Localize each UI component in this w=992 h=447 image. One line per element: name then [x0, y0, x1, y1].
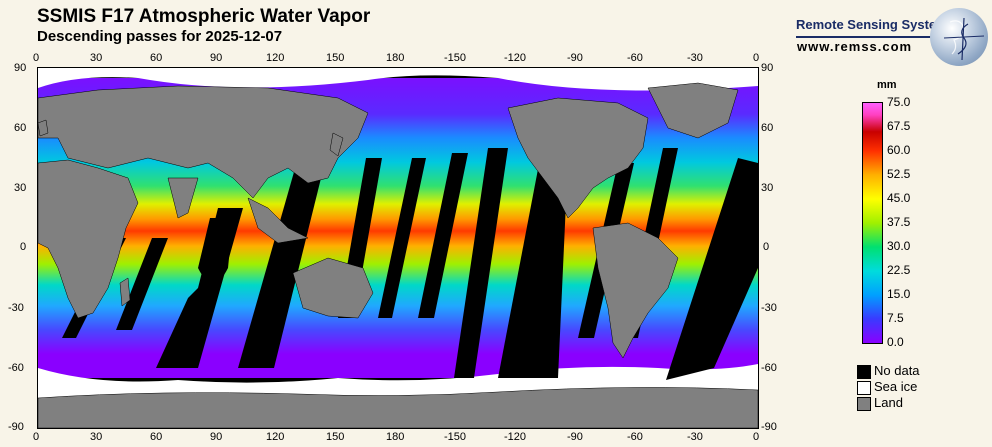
legend-swatch-land	[857, 397, 871, 411]
map-svg	[38, 68, 758, 428]
lon-tick-bottom: 30	[90, 431, 103, 443]
land-masses	[38, 82, 758, 428]
lat-tick-left: -90	[8, 421, 24, 433]
lon-tick-bottom: 120	[266, 431, 285, 443]
lon-tick-bottom: -150	[444, 431, 467, 443]
lat-tick-right: 30	[761, 182, 774, 194]
lon-tick-bottom: -120	[504, 431, 527, 443]
lat-tick-left: -30	[8, 302, 24, 314]
colorbar-label: 7.5	[887, 311, 904, 325]
lon-tick-top: 60	[150, 52, 163, 64]
lat-tick-right: -60	[761, 362, 777, 374]
brand-name: Remote Sensing Systems	[796, 17, 955, 32]
colorbar-unit: mm	[877, 79, 897, 91]
lon-tick-bottom: 0	[753, 431, 760, 443]
lat-tick-left: 90	[14, 62, 27, 74]
lon-tick-top: 90	[210, 52, 223, 64]
legend-label-no-data: No data	[874, 363, 920, 378]
lon-tick-top: 150	[326, 52, 345, 64]
lon-tick-bottom: -90	[567, 431, 583, 443]
lon-tick-bottom: 60	[150, 431, 163, 443]
colorbar-label: 45.0	[887, 191, 911, 205]
lon-tick-bottom: 90	[210, 431, 223, 443]
lat-tick-left: 0	[20, 241, 27, 253]
water-vapor-map	[37, 67, 759, 429]
colorbar-label: 52.5	[887, 167, 911, 181]
lat-tick-right: 90	[761, 62, 774, 74]
lat-tick-right: -30	[761, 302, 777, 314]
lat-tick-right: -90	[761, 421, 777, 433]
lat-tick-right: 0	[763, 241, 770, 253]
colorbar-label: 22.5	[887, 263, 911, 277]
legend-label-sea-ice: Sea ice	[874, 379, 918, 394]
lon-tick-top: 0	[33, 52, 40, 64]
lat-tick-left: -60	[8, 362, 24, 374]
legend-label-land: Land	[874, 395, 903, 410]
colorbar-label: 37.5	[887, 215, 911, 229]
lon-tick-bottom: 150	[326, 431, 345, 443]
legend-swatch-no-data	[857, 365, 871, 379]
globe-logo-svg	[943, 17, 985, 61]
map-subtitle: Descending passes for 2025-12-07	[37, 28, 283, 45]
lon-tick-top: 30	[90, 52, 103, 64]
lon-tick-top: 120	[266, 52, 285, 64]
lon-tick-bottom: -60	[627, 431, 643, 443]
lon-tick-top: 0	[753, 52, 760, 64]
lon-tick-top: -30	[687, 52, 703, 64]
lon-tick-top: -120	[504, 52, 527, 64]
lat-tick-right: 60	[761, 122, 774, 134]
lon-tick-top: -60	[627, 52, 643, 64]
colorbar-label: 60.0	[887, 143, 911, 157]
sea-ice-north	[38, 68, 758, 91]
legend-swatch-sea-ice	[857, 381, 871, 395]
brand-url: www.remss.com	[797, 39, 913, 54]
colorbar-label: 67.5	[887, 119, 911, 133]
map-title: SSMIS F17 Atmospheric Water Vapor	[37, 6, 371, 27]
lon-tick-top: -150	[444, 52, 467, 64]
lon-tick-top: -90	[567, 52, 583, 64]
colorbar-label: 0.0	[887, 335, 904, 349]
lon-tick-top: 180	[386, 52, 405, 64]
lon-tick-bottom: 0	[33, 431, 40, 443]
lon-tick-bottom: -30	[687, 431, 703, 443]
colorbar-label: 30.0	[887, 239, 911, 253]
lat-tick-left: 30	[14, 182, 27, 194]
lat-tick-left: 60	[14, 122, 27, 134]
colorbar	[862, 102, 883, 344]
lon-tick-bottom: 180	[386, 431, 405, 443]
globe-logo-icon	[930, 8, 988, 66]
brand-underline	[796, 36, 946, 38]
colorbar-label: 75.0	[887, 95, 911, 109]
colorbar-label: 15.0	[887, 287, 911, 301]
